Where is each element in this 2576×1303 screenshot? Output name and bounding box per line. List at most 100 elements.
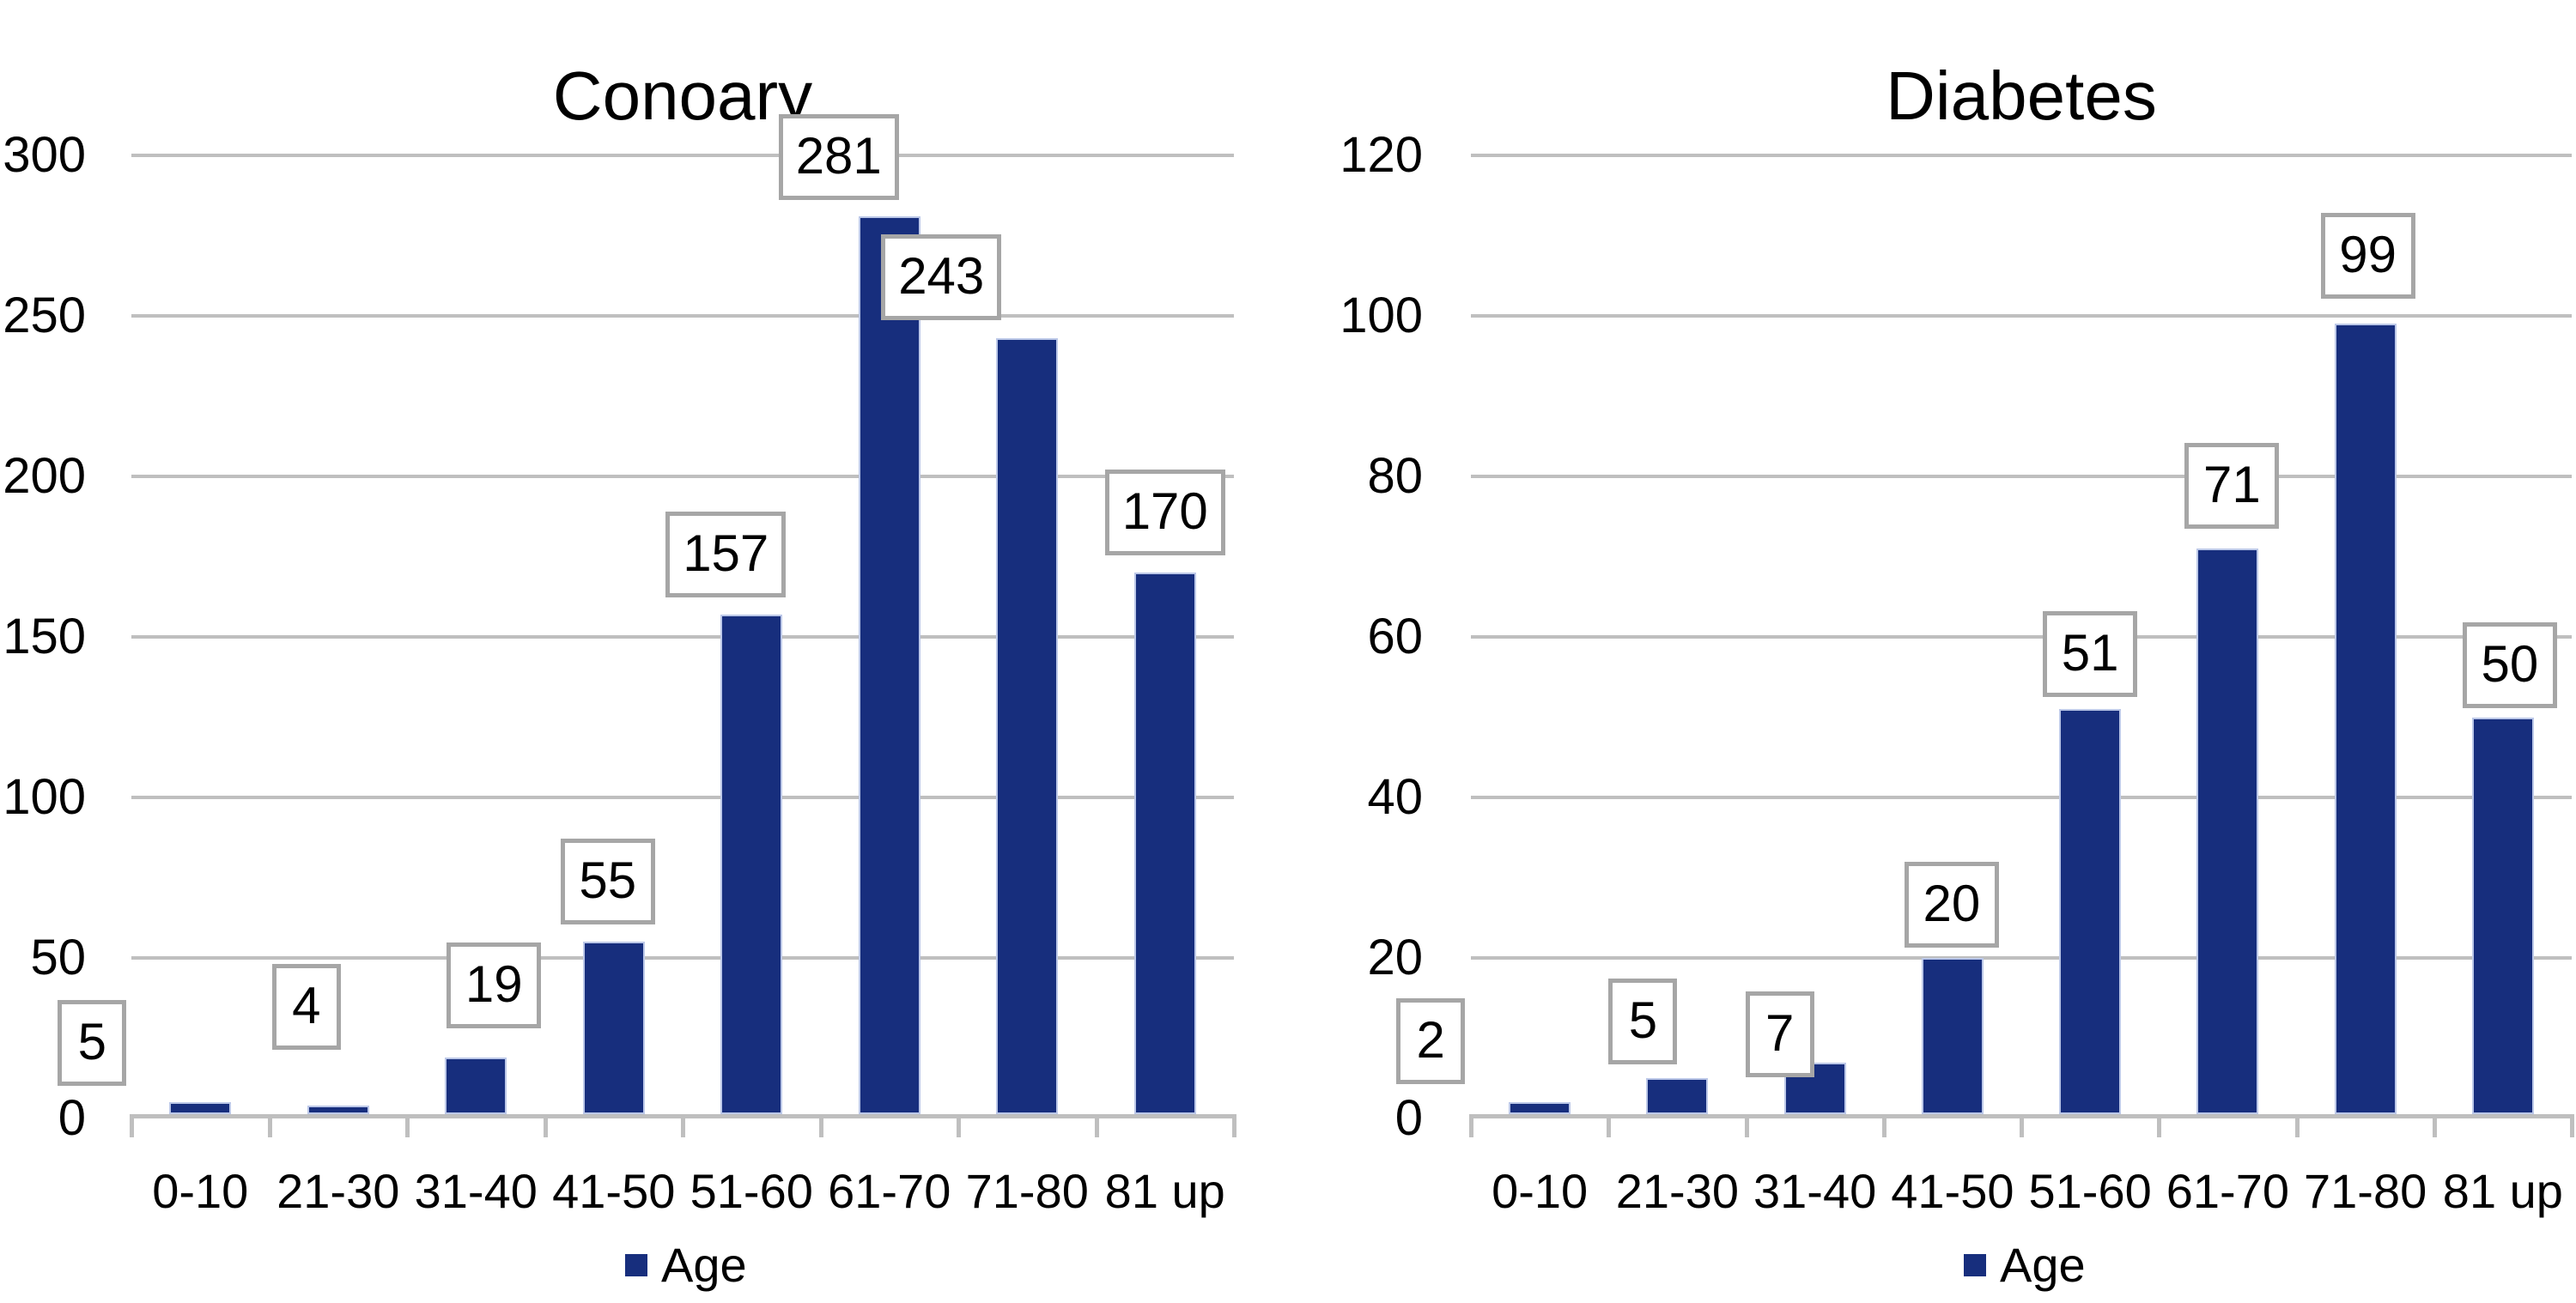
data-label-callout: 51 (2043, 611, 2138, 697)
x-axis-category-label: 61-70 (828, 1164, 951, 1218)
bar-71-80 (2334, 324, 2397, 1114)
bar-81 up (2471, 717, 2534, 1114)
bar-51-60 (720, 614, 783, 1114)
data-label-callout: 243 (881, 234, 1002, 320)
bar-41-50 (1921, 958, 1984, 1114)
gridline (1471, 475, 2572, 478)
bar-31-40 (1783, 1062, 1846, 1114)
x-axis-tick (2570, 1114, 2574, 1137)
x-axis-category-label: 71-80 (965, 1164, 1089, 1218)
bar-0-10 (1509, 1102, 1571, 1114)
data-label-callout: 20 (1904, 862, 1999, 948)
x-axis-tick (957, 1114, 961, 1137)
x-axis-tick (2432, 1114, 2437, 1137)
y-axis-tick-label: 40 (1367, 769, 1423, 825)
y-axis-tick-label: 20 (1367, 930, 1423, 985)
bar-0-10 (169, 1102, 232, 1114)
x-axis-category-label: 81 up (2442, 1164, 2563, 1218)
gridline (131, 314, 1234, 318)
bar-21-30 (1646, 1078, 1709, 1114)
data-label-callout: 170 (1104, 470, 1225, 555)
x-axis-category-label: 31-40 (1753, 1164, 1877, 1218)
y-axis-tick-label: 200 (3, 448, 86, 504)
x-axis-tick (543, 1114, 548, 1137)
data-label-callout: 71 (2184, 443, 2280, 529)
chart-title: Conoary (552, 58, 813, 135)
y-axis-tick-label: 50 (30, 930, 86, 985)
x-axis-category-label: 0-10 (152, 1164, 249, 1218)
data-label-callout: 5 (58, 1000, 127, 1086)
gridline (1471, 796, 2572, 799)
bar-81 up (1133, 573, 1196, 1114)
x-axis-tick (681, 1114, 685, 1137)
data-label-callout: 2 (1396, 998, 1466, 1084)
y-axis-tick-label: 300 (3, 127, 86, 183)
x-axis-tick (1607, 1114, 1612, 1137)
gridline (131, 475, 1234, 478)
x-axis-category-label: 51-60 (2028, 1164, 2152, 1218)
legend-label: Age (661, 1238, 747, 1292)
gridline (131, 635, 1234, 639)
x-axis-category-label: 81 up (1104, 1164, 1225, 1218)
x-axis-tick (1881, 1114, 1886, 1137)
x-axis-category-label: 61-70 (2166, 1164, 2289, 1218)
y-axis-tick-label: 120 (1340, 127, 1423, 183)
gridline (1471, 635, 2572, 639)
y-axis-tick-label: 0 (58, 1090, 86, 1146)
gridline (1471, 314, 2572, 318)
x-axis-category-label: 71-80 (2304, 1164, 2427, 1218)
gridline (131, 956, 1234, 960)
bar-71-80 (996, 338, 1059, 1114)
x-axis-tick (818, 1114, 823, 1137)
y-axis-tick-label: 60 (1367, 609, 1423, 664)
gridline (1471, 154, 2572, 157)
x-axis-category-label: 21-30 (1615, 1164, 1739, 1218)
legend-label: Age (2000, 1238, 2086, 1292)
legend: Age (1964, 1238, 2086, 1293)
legend-marker-icon (1964, 1254, 1986, 1276)
bar-61-70 (2196, 548, 2259, 1114)
gridline (131, 154, 1234, 157)
bar-31-40 (445, 1057, 507, 1114)
y-axis-tick-label: 100 (3, 769, 86, 825)
x-axis-tick (1744, 1114, 1749, 1137)
gridline (1471, 956, 2572, 960)
y-axis-tick-label: 250 (3, 288, 86, 343)
y-axis-tick-label: 80 (1367, 448, 1423, 504)
bar-21-30 (307, 1106, 369, 1114)
x-axis-category-label: 0-10 (1492, 1164, 1589, 1218)
data-label-callout: 50 (2462, 622, 2557, 708)
x-axis-category-label: 21-30 (276, 1164, 400, 1218)
y-axis-tick-label: 100 (1340, 288, 1423, 343)
y-axis-tick-label: 150 (3, 609, 86, 664)
data-label-callout: 7 (1745, 991, 1814, 1077)
x-axis-tick (2294, 1114, 2300, 1137)
data-label-callout: 4 (271, 964, 341, 1050)
y-axis-tick-label: 0 (1394, 1090, 1423, 1146)
x-axis-category-label: 41-50 (552, 1164, 676, 1218)
x-axis-tick (2020, 1114, 2024, 1137)
chart-title: Diabetes (1886, 58, 2157, 135)
data-label-callout: 5 (1608, 979, 1678, 1064)
x-axis-tick (1232, 1114, 1236, 1137)
x-axis-tick (130, 1114, 134, 1137)
data-label-callout: 19 (447, 942, 542, 1028)
x-axis-tick (405, 1114, 410, 1137)
legend: Age (625, 1238, 747, 1293)
x-axis-category-label: 31-40 (414, 1164, 538, 1218)
gridline (131, 796, 1234, 799)
data-label-callout: 157 (665, 512, 787, 597)
bar-51-60 (2059, 709, 2122, 1114)
bar-61-70 (858, 216, 920, 1114)
data-label-callout: 281 (778, 114, 899, 200)
x-axis-tick (267, 1114, 272, 1137)
x-axis-tick (1094, 1114, 1099, 1137)
x-axis-tick (2157, 1114, 2162, 1137)
bar-41-50 (582, 942, 645, 1114)
legend-marker-icon (625, 1254, 647, 1276)
data-label-callout: 55 (560, 839, 655, 924)
x-axis-tick (1469, 1114, 1473, 1137)
